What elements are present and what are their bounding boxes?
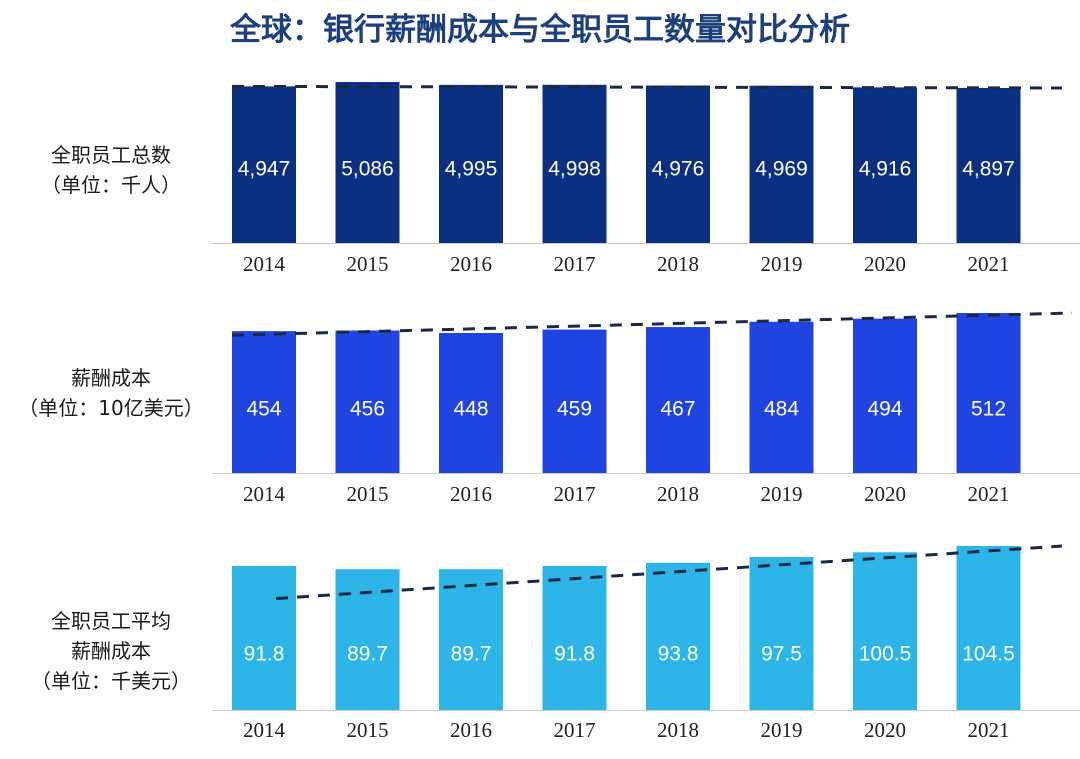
page-title: 全球：银行薪酬成本与全职员工数量对比分析 xyxy=(230,12,850,48)
bar xyxy=(335,82,400,243)
x-tick-label: 2021 xyxy=(968,718,1010,742)
bar-value-label: 100.5 xyxy=(859,643,912,666)
bar xyxy=(335,330,400,473)
x-tick-label: 2014 xyxy=(243,252,286,276)
x-tick-label: 2015 xyxy=(347,252,389,276)
panel-label-line: 全职员工平均 xyxy=(51,609,171,633)
bar-value-label: 454 xyxy=(246,398,281,421)
x-tick-label: 2018 xyxy=(657,252,699,276)
bar-value-label: 91.8 xyxy=(244,643,285,666)
bar-value-label: 4,897 xyxy=(962,158,1015,181)
bar xyxy=(439,84,503,244)
bar-value-label: 4,995 xyxy=(445,158,498,181)
x-tick-label: 2017 xyxy=(554,718,596,742)
x-tick-label: 2021 xyxy=(968,482,1010,506)
bar-value-label: 456 xyxy=(350,398,385,421)
x-tick-label: 2015 xyxy=(347,718,389,742)
x-tick-label: 2015 xyxy=(347,482,389,506)
x-tick-label: 2016 xyxy=(450,718,492,742)
bar-value-label: 494 xyxy=(867,398,902,421)
bar xyxy=(853,318,917,473)
bar-value-label: 512 xyxy=(971,398,1006,421)
x-tick-label: 2016 xyxy=(450,252,492,276)
x-tick-label: 2021 xyxy=(968,252,1010,276)
x-tick-label: 2020 xyxy=(864,482,906,506)
bar xyxy=(232,86,296,243)
bar-value-label: 89.7 xyxy=(451,643,492,666)
bar-value-label: 484 xyxy=(764,398,799,421)
bar xyxy=(232,331,296,473)
panel-label-line: 薪酬成本 xyxy=(71,639,151,663)
x-tick-label: 2016 xyxy=(450,482,492,506)
bar xyxy=(439,569,503,710)
x-tick-label: 2017 xyxy=(554,482,596,506)
bar xyxy=(749,321,814,473)
x-tick-label: 2017 xyxy=(554,252,596,276)
bar xyxy=(956,87,1021,243)
bar-value-label: 459 xyxy=(557,398,592,421)
bar-value-label: 5,086 xyxy=(341,158,394,181)
bar-value-label: 89.7 xyxy=(347,643,388,666)
x-tick-label: 2019 xyxy=(761,252,803,276)
bar-value-label: 91.8 xyxy=(554,643,595,666)
bar xyxy=(749,556,814,710)
bar xyxy=(439,333,503,473)
panel-label-average-compensation: 全职员工平均 薪酬成本 （单位：千美元） xyxy=(0,606,222,696)
x-tick-label: 2020 xyxy=(864,718,906,742)
bar xyxy=(956,313,1021,473)
panel-label-line: （单位：千人） xyxy=(41,173,181,197)
x-tick-label: 2020 xyxy=(864,252,906,276)
trend-line xyxy=(275,544,1063,601)
bar-value-label: 4,976 xyxy=(652,158,705,181)
bar-value-label: 4,998 xyxy=(548,158,601,181)
trend-line xyxy=(231,311,1073,337)
panel-label-line: （单位：10亿美元） xyxy=(18,396,204,420)
panel-label-headcount: 全职员工总数 （单位：千人） xyxy=(0,140,222,200)
bar xyxy=(232,565,296,710)
bar xyxy=(542,329,607,473)
bar-value-label: 97.5 xyxy=(761,643,802,666)
bar-value-label: 4,969 xyxy=(755,158,808,181)
bar xyxy=(542,565,607,710)
x-tick-label: 2019 xyxy=(761,482,803,506)
bar xyxy=(646,327,710,473)
bar-value-label: 4,916 xyxy=(859,158,912,181)
x-tick-label: 2018 xyxy=(657,482,699,506)
bar xyxy=(853,87,917,243)
x-tick-label: 2014 xyxy=(243,718,286,742)
bar xyxy=(646,85,710,243)
x-tick-label: 2014 xyxy=(243,482,286,506)
panel-label-compensation: 薪酬成本 （单位：10亿美元） xyxy=(0,363,222,423)
panel-label-line: （单位：千美元） xyxy=(31,669,191,693)
bar-value-label: 104.5 xyxy=(962,643,1015,666)
bar xyxy=(542,84,607,244)
panel-label-line: 全职员工总数 xyxy=(51,143,171,167)
bar xyxy=(749,85,814,243)
bar-value-label: 4,947 xyxy=(238,158,291,181)
bar xyxy=(853,552,917,710)
panel-label-line: 薪酬成本 xyxy=(71,366,151,390)
bar-value-label: 448 xyxy=(453,398,488,421)
bar xyxy=(956,546,1021,710)
bar-value-label: 467 xyxy=(660,398,695,421)
bar xyxy=(646,562,710,710)
bar-value-label: 93.8 xyxy=(658,643,699,666)
x-tick-label: 2019 xyxy=(761,718,803,742)
x-tick-label: 2018 xyxy=(657,718,699,742)
